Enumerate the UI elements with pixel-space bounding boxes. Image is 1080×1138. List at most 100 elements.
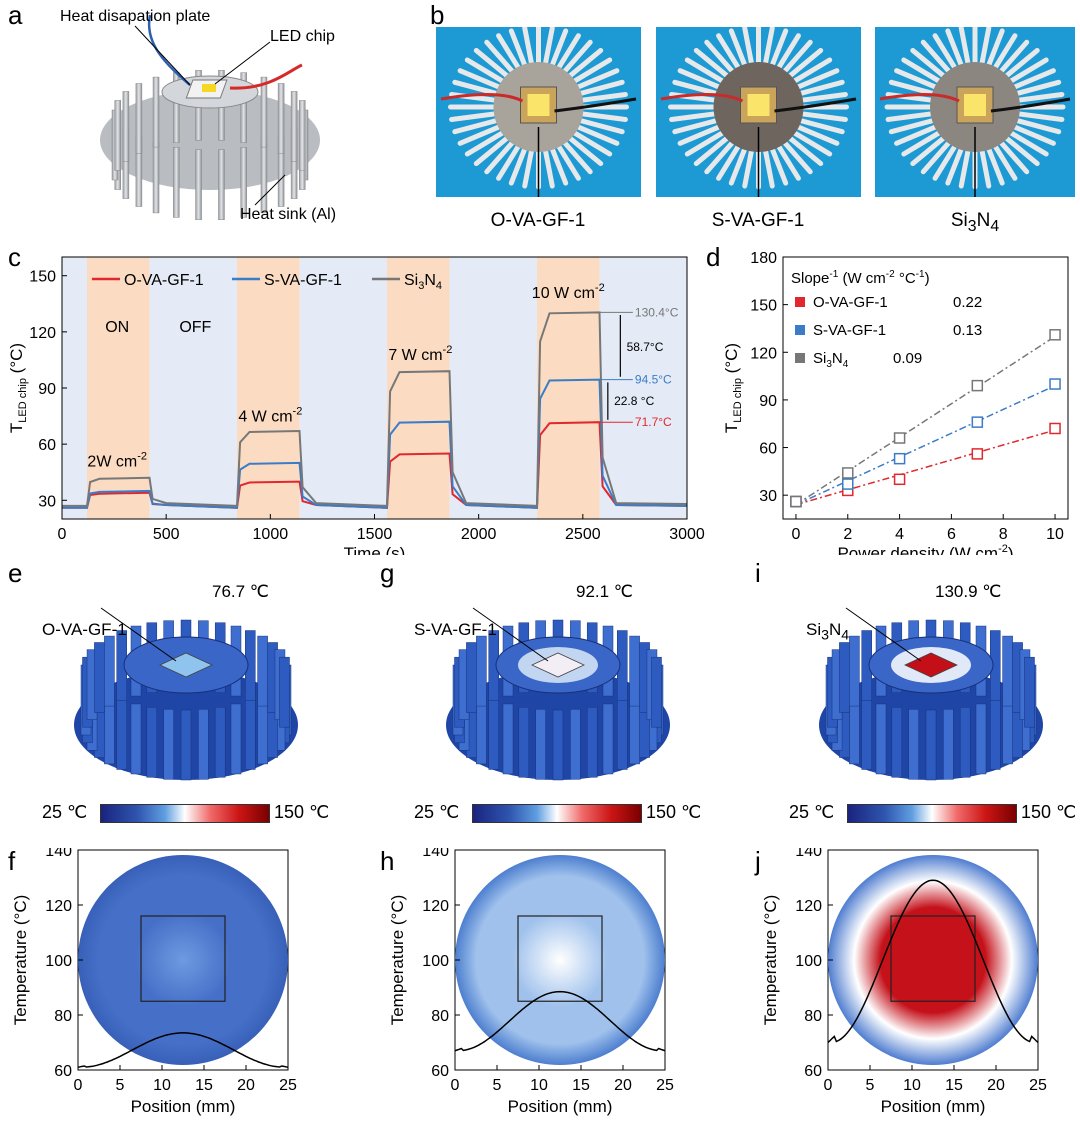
fin-line xyxy=(795,117,845,135)
fin-line xyxy=(742,27,755,69)
x-tick-label: 3000 xyxy=(669,526,705,543)
sim-fin xyxy=(476,635,487,707)
x-tick-label: 5 xyxy=(116,1077,125,1094)
fin-line xyxy=(484,138,517,175)
x-tick-label: 4 xyxy=(895,526,904,543)
fin-line xyxy=(888,79,938,97)
panel-label-e: e xyxy=(8,558,23,588)
sim-fin xyxy=(104,635,115,707)
fin-line xyxy=(1013,111,1065,123)
sim-fin xyxy=(849,635,860,707)
heat-sink-fin xyxy=(260,142,268,214)
heat-sink-sim xyxy=(74,607,298,781)
fit-line xyxy=(795,429,1056,506)
y-tick-label: 90 xyxy=(38,381,56,398)
fin-line xyxy=(762,27,775,69)
panel-label-j: j xyxy=(755,846,761,876)
sim-fin xyxy=(908,709,919,780)
chart-d: 0 2 4 6 8 10 30 60 90 120 150 180 Power density (W c… xyxy=(705,245,1080,563)
on-interval xyxy=(537,257,600,519)
plot-frame xyxy=(782,256,1069,520)
y-tick-label: 150 xyxy=(750,298,777,315)
heat-sink-sim xyxy=(446,607,670,781)
on-interval xyxy=(387,257,450,519)
y-tick-label: 30 xyxy=(38,493,56,510)
legend-slope: 0.13 xyxy=(953,322,982,339)
chip-outline xyxy=(517,915,603,1002)
heat-sink-fin xyxy=(218,149,225,220)
sim-fin xyxy=(130,703,142,775)
fin-line xyxy=(555,141,581,181)
fin-line xyxy=(762,145,775,189)
cbar-min-3: 25 ℃ xyxy=(789,802,835,822)
fin-line xyxy=(888,117,938,135)
data-point xyxy=(971,416,984,428)
sim-fin xyxy=(279,656,290,728)
data-point xyxy=(1049,378,1061,390)
fin-line xyxy=(473,47,512,80)
x-tick-label: 20 xyxy=(987,1077,1005,1094)
fin-line xyxy=(985,144,1005,186)
y-tick-label: 90 xyxy=(759,393,777,410)
x-tick-label: 2000 xyxy=(461,526,497,543)
chip-label: LED chip xyxy=(270,28,335,45)
sink-label: Heat sink (Al) xyxy=(240,206,337,223)
fin-line xyxy=(464,57,508,85)
x-tick-label: 6 xyxy=(947,526,956,543)
profile-row: 0 5 10 15 20 25 60 80 100 120 140 Position (mm) Temp… xyxy=(0,843,1080,1133)
heat-sink-fin xyxy=(290,91,298,162)
x-tick-label: 500 xyxy=(153,526,180,543)
x-tick-label: 2500 xyxy=(565,526,601,543)
sim-fin xyxy=(502,703,514,775)
y-axis-label: Temperature (°C) xyxy=(11,895,30,1026)
fin-line xyxy=(452,79,502,97)
fin-line xyxy=(910,47,948,80)
sim-fin xyxy=(875,703,887,775)
fin-line xyxy=(768,144,789,186)
y-tick-label: 120 xyxy=(45,898,72,915)
fin-line xyxy=(560,138,593,175)
panel-label-b: b xyxy=(430,0,445,30)
y-tick-label: 80 xyxy=(804,1008,822,1025)
sim-fin xyxy=(602,703,614,775)
end-label-o: 71.7°C xyxy=(635,415,672,429)
panel-label-f: f xyxy=(8,846,16,876)
sim-temp-1: 76.7 ℃ xyxy=(212,582,269,601)
x-tick-label: 0 xyxy=(792,526,801,543)
x-tick-label: 15 xyxy=(195,1077,213,1094)
legend-slope: 0.22 xyxy=(953,294,982,311)
fin-line xyxy=(932,141,959,181)
diff-label-2: 22.8 °C xyxy=(614,394,654,408)
legend-title: Slope-1 (W cm-2 °C-1) xyxy=(791,269,930,287)
fin-line xyxy=(684,129,728,157)
data-point xyxy=(893,452,906,465)
fit-line xyxy=(795,335,1056,506)
legend-label: S-VA-GF-1 xyxy=(264,272,342,289)
fin-line xyxy=(565,134,604,167)
fin-line xyxy=(573,123,620,146)
panel-label-a: a xyxy=(8,0,23,30)
panel-label-h: h xyxy=(380,846,395,876)
heat-sink-fin xyxy=(173,147,180,218)
fin-line xyxy=(693,47,732,80)
fin-line xyxy=(522,27,535,69)
fin-line xyxy=(985,28,1005,70)
cbar-min-2: 25 ℃ xyxy=(414,802,460,822)
fin-line xyxy=(1013,91,1065,103)
fin-line xyxy=(508,144,529,186)
photo-caption-1: O-VA-GF-1 xyxy=(490,210,586,231)
legend-label: O-VA-GF-1 xyxy=(813,294,888,311)
sim-fin xyxy=(146,707,158,778)
y-tick-label: 60 xyxy=(54,1063,72,1080)
fin-line xyxy=(542,145,555,189)
fin-line xyxy=(569,57,613,85)
sim-fin xyxy=(959,707,971,778)
sim-fin xyxy=(617,699,628,770)
colorbar-2 xyxy=(472,804,642,823)
cbar-max-1: 150 ℃ xyxy=(274,802,330,822)
cbar-max-3: 150 ℃ xyxy=(1021,802,1077,822)
simulation-svg xyxy=(74,607,1043,781)
fin-line xyxy=(793,68,840,91)
on-interval xyxy=(87,257,150,519)
end-label-s: 94.5°C xyxy=(635,373,672,387)
